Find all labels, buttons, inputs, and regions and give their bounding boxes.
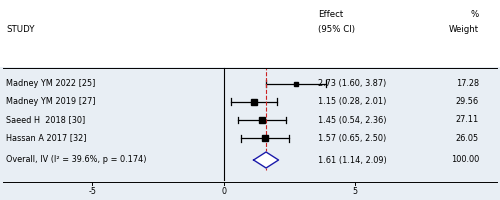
Text: (95% CI): (95% CI) <box>318 25 355 34</box>
Text: 29.56: 29.56 <box>456 97 479 106</box>
Text: Madney YM 2019 [27]: Madney YM 2019 [27] <box>6 97 96 106</box>
Text: 5: 5 <box>353 187 358 196</box>
Text: 1.45 (0.54, 2.36): 1.45 (0.54, 2.36) <box>318 116 386 124</box>
Text: Hassan A 2017 [32]: Hassan A 2017 [32] <box>6 134 86 143</box>
Text: 2.73 (1.60, 3.87): 2.73 (1.60, 3.87) <box>318 79 386 88</box>
Text: 26.05: 26.05 <box>456 134 479 143</box>
Text: STUDY: STUDY <box>6 25 34 34</box>
Text: Weight: Weight <box>449 25 479 34</box>
Text: %: % <box>470 10 479 19</box>
Text: Overall, IV (I² = 39.6%, p = 0.174): Overall, IV (I² = 39.6%, p = 0.174) <box>6 156 146 164</box>
Text: 100.00: 100.00 <box>450 156 479 164</box>
Text: -5: -5 <box>88 187 96 196</box>
Text: 17.28: 17.28 <box>456 79 479 88</box>
Text: 1.15 (0.28, 2.01): 1.15 (0.28, 2.01) <box>318 97 386 106</box>
Polygon shape <box>254 152 278 168</box>
Text: 1.57 (0.65, 2.50): 1.57 (0.65, 2.50) <box>318 134 386 143</box>
Text: Madney YM 2022 [25]: Madney YM 2022 [25] <box>6 79 96 88</box>
Text: Effect: Effect <box>318 10 343 19</box>
Text: 27.11: 27.11 <box>456 116 479 124</box>
Text: 1.61 (1.14, 2.09): 1.61 (1.14, 2.09) <box>318 156 386 164</box>
FancyBboxPatch shape <box>0 67 500 200</box>
Text: Saeed H  2018 [30]: Saeed H 2018 [30] <box>6 116 85 124</box>
Text: 0: 0 <box>221 187 226 196</box>
